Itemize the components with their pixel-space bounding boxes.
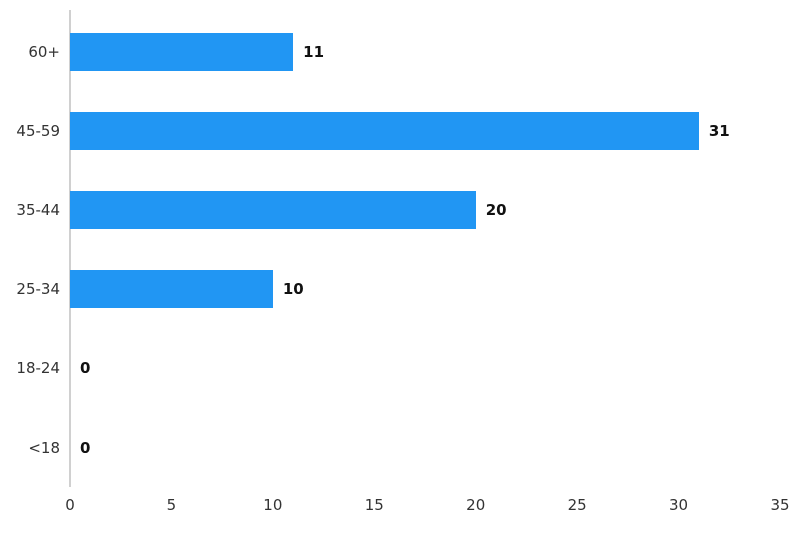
bar: [70, 270, 273, 309]
x-tick-label: 20: [466, 496, 486, 514]
bar-row: <18 0: [0, 408, 800, 487]
value-label: 20: [485, 200, 507, 219]
value-label: 31: [708, 121, 730, 140]
x-tick-label: 15: [364, 496, 384, 514]
bar-row: 45-59 31: [0, 91, 800, 170]
bar: [70, 32, 294, 71]
bar-row: 35-44 20: [0, 170, 800, 249]
value-label: 11: [303, 42, 325, 61]
x-tick-label: 25: [567, 496, 587, 514]
category-label: 60+: [28, 42, 60, 61]
x-tick-label: 5: [166, 496, 177, 514]
bar: [70, 190, 476, 229]
value-label: 0: [80, 359, 91, 378]
bar: [70, 111, 699, 150]
category-label: 35-44: [16, 200, 60, 219]
category-label: 18-24: [16, 359, 60, 378]
x-tick-label: 10: [263, 496, 283, 514]
y-axis-line: [69, 10, 71, 487]
category-label: 45-59: [16, 121, 60, 140]
category-label: 25-34: [16, 280, 60, 299]
bar-row: 60+ 11: [0, 12, 800, 91]
x-tick-label: 0: [65, 496, 75, 514]
bar-row: 25-34 10: [0, 250, 800, 329]
category-label: <18: [28, 438, 60, 457]
bar-row: 18-24 0: [0, 329, 800, 408]
value-label: 10: [282, 280, 304, 299]
value-label: 0: [80, 438, 91, 457]
x-tick-label: 35: [770, 496, 790, 514]
x-tick-label: 30: [669, 496, 689, 514]
